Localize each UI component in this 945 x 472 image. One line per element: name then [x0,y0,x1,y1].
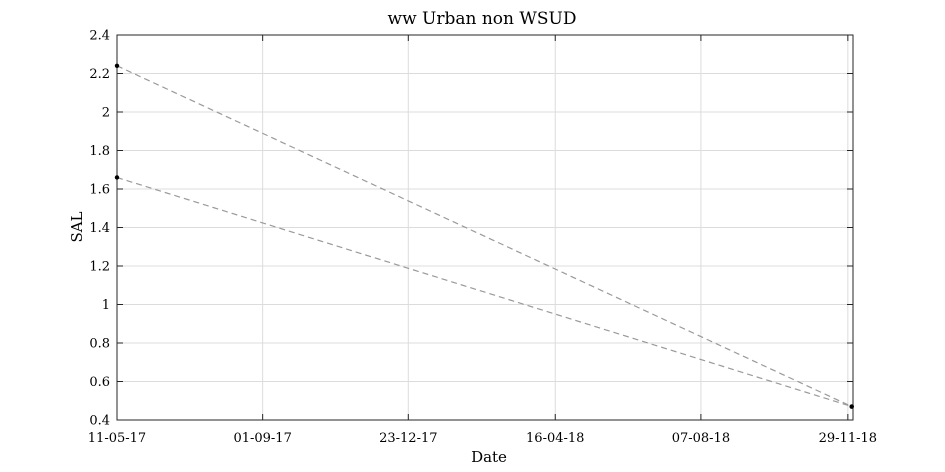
data-point [114,175,120,180]
x-tick-label: 07-08-18 [672,431,730,446]
grid [116,34,853,421]
y-tick-label: 0.4 [89,414,110,429]
data-point [114,63,120,68]
x-tick-label: 29-11-18 [819,431,877,446]
series-line-2 [116,176,852,408]
series-line-1 [116,65,852,408]
data-point [849,404,854,409]
chart-title: ww Urban non WSUD [388,9,577,29]
y-tick-label: 2.2 [89,67,110,82]
x-tick-label: 23-12-17 [379,431,437,446]
y-tick-label: 1 [102,298,110,313]
y-tick-label: 1.8 [89,144,110,159]
y-tick-label: 2.4 [89,29,110,44]
x-axis-label: Date [471,448,507,466]
x-tick-label: 01-09-17 [233,431,291,446]
y-tick-label: 0.6 [89,375,110,390]
x-tick-label: 16-04-18 [526,431,584,446]
y-tick-label: 0.8 [89,337,110,352]
y-tick-label: 1.4 [89,221,110,236]
x-tick-label: 11-05-17 [88,431,146,446]
y-tick-label: 2 [102,106,110,121]
series-layer [114,63,854,409]
y-axis-label: SAL [68,211,86,242]
ticks: 11-05-17 01-09-17 23-12-17 16-04-18 07-08-18… [88,29,877,447]
y-tick-label: 1.6 [89,183,110,198]
y-tick-label: 1.2 [89,260,110,275]
